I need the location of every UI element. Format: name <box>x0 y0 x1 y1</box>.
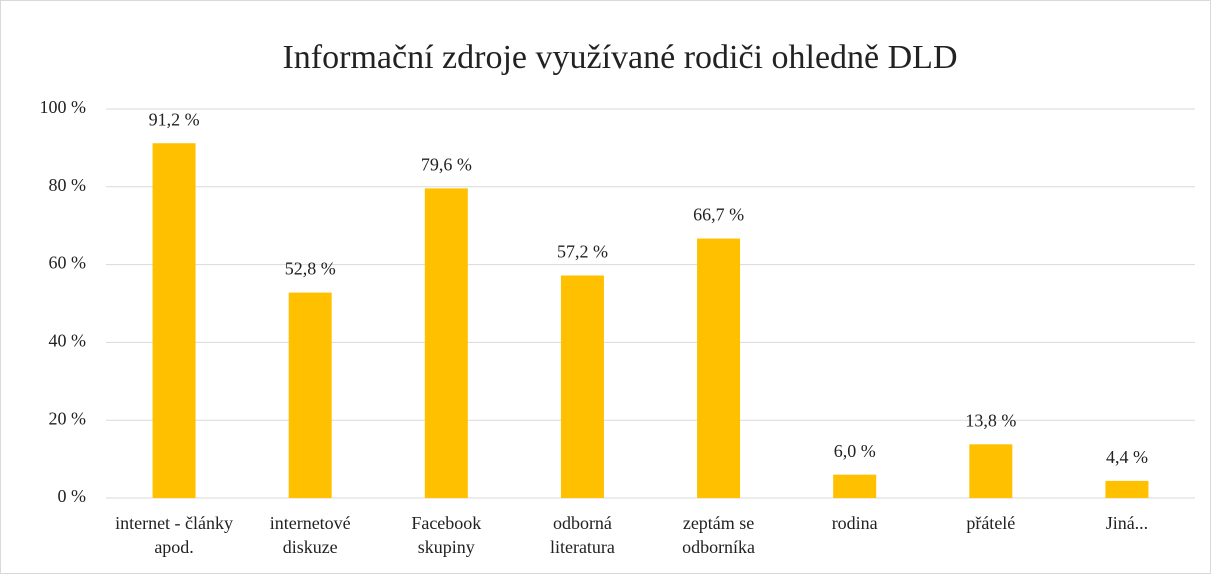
bar <box>560 275 604 498</box>
bar <box>969 444 1013 498</box>
y-tick-label: 40 % <box>49 331 87 351</box>
data-label: 91,2 % <box>149 109 200 129</box>
data-label: 6,0 % <box>834 441 876 461</box>
x-tick-label: přátelé <box>966 513 1016 533</box>
chart-title: Informační zdroje využívané rodiči ohled… <box>282 39 957 76</box>
y-tick-label: 0 % <box>58 486 87 506</box>
bar <box>833 474 877 498</box>
x-tick-label: internet - články apod. <box>115 513 234 557</box>
bar <box>288 292 332 498</box>
data-label: 4,4 % <box>1106 447 1148 467</box>
x-tick-label: Facebook skupiny <box>411 513 482 557</box>
y-tick-label: 80 % <box>49 175 87 195</box>
bar <box>424 188 468 498</box>
x-tick-label: internetové diskuze <box>269 513 351 557</box>
x-tick-label: Jiná... <box>1105 513 1149 533</box>
y-tick-label: 100 % <box>40 97 87 117</box>
data-label: 13,8 % <box>965 410 1016 430</box>
bar <box>697 238 741 499</box>
x-tick-label: odborná literatura <box>549 513 615 557</box>
data-label: 79,6 % <box>421 154 472 174</box>
y-tick-label: 60 % <box>49 253 87 273</box>
x-tick-label: zeptám se odborníka <box>682 513 756 557</box>
x-tick-label: rodina <box>831 513 878 533</box>
data-label: 57,2 % <box>557 242 608 262</box>
bar <box>152 143 196 498</box>
y-tick-label: 20 % <box>49 408 87 428</box>
data-label: 52,8 % <box>285 259 336 279</box>
data-label: 66,7 % <box>693 205 744 225</box>
bar <box>1105 480 1149 498</box>
